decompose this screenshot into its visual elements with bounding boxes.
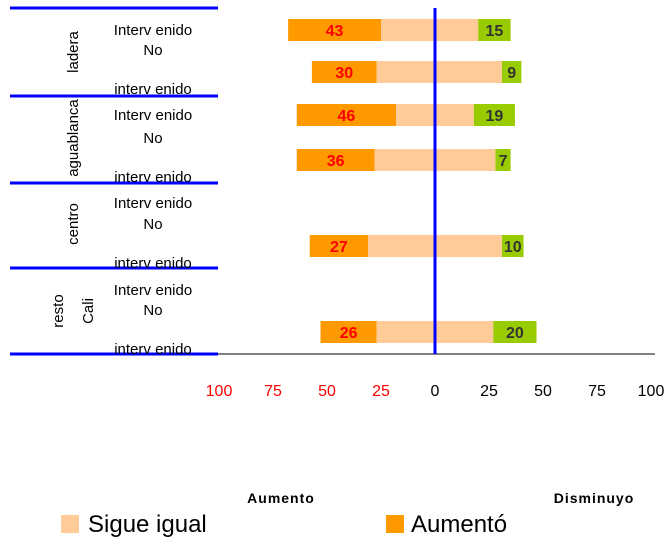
bar-disminuyo bbox=[478, 19, 511, 41]
bar-aumento bbox=[288, 19, 381, 41]
data-label-aumento: 27 bbox=[330, 239, 348, 256]
group-label: resto bbox=[50, 294, 67, 327]
x-tick-label: 0 bbox=[431, 383, 440, 400]
bar-aumento bbox=[311, 61, 377, 83]
row-label: No bbox=[143, 216, 162, 233]
data-label-aumento: 30 bbox=[335, 65, 353, 82]
side-label-aumento: Aumento bbox=[247, 490, 315, 506]
legend-swatch bbox=[386, 515, 404, 533]
row-label: interv enido bbox=[114, 341, 192, 358]
x-tick-label: 75 bbox=[264, 383, 282, 400]
x-tick-label: 75 bbox=[588, 383, 606, 400]
row-label: Interv enido bbox=[114, 107, 192, 124]
legend-label: Aumentó bbox=[411, 511, 507, 538]
data-label-disminuyo: 20 bbox=[506, 325, 524, 342]
x-tick-label: 50 bbox=[318, 383, 336, 400]
bar-sigue-igual bbox=[376, 61, 502, 83]
group-label: centro bbox=[65, 203, 82, 245]
data-label-disminuyo: 19 bbox=[486, 108, 504, 125]
bar-disminuyo bbox=[501, 61, 522, 83]
data-label-disminuyo: 7 bbox=[499, 153, 508, 170]
side-label-disminuyo: Disminuyo bbox=[554, 490, 635, 506]
data-label-aumento: 46 bbox=[338, 108, 356, 125]
x-tick-label: 100 bbox=[206, 383, 233, 400]
row-label: No bbox=[143, 42, 162, 59]
data-label-aumento: 36 bbox=[327, 153, 345, 170]
group-label: aguablanca bbox=[65, 99, 82, 177]
bar-disminuyo bbox=[495, 149, 511, 171]
x-tick-label: 25 bbox=[480, 383, 498, 400]
bar-aumento bbox=[320, 321, 377, 343]
row-label: Interv enido bbox=[114, 22, 192, 39]
row-label: No bbox=[143, 302, 162, 319]
group-label: Cali bbox=[80, 298, 97, 324]
data-label-disminuyo: 15 bbox=[486, 23, 504, 40]
data-label-disminuyo: 10 bbox=[504, 239, 522, 256]
legend-label: Sigue igual bbox=[88, 511, 207, 538]
bar-disminuyo bbox=[493, 321, 537, 343]
x-tick-label: 50 bbox=[534, 383, 552, 400]
row-label: interv enido bbox=[114, 255, 192, 272]
group-label: ladera bbox=[65, 30, 82, 72]
data-label-aumento: 43 bbox=[326, 23, 344, 40]
row-label: No bbox=[143, 130, 162, 147]
bar-aumento bbox=[296, 149, 375, 171]
data-label-aumento: 26 bbox=[340, 325, 358, 342]
row-label: Interv enido bbox=[114, 282, 192, 299]
x-tick-label: 100 bbox=[638, 383, 665, 400]
bar-disminuyo bbox=[501, 235, 524, 257]
x-tick-label: 25 bbox=[372, 383, 390, 400]
row-label: Interv enido bbox=[114, 195, 192, 212]
legend-swatch bbox=[61, 515, 79, 533]
row-label: interv enido bbox=[114, 81, 192, 98]
row-label: interv enido bbox=[114, 169, 192, 186]
bar-aumento bbox=[296, 104, 397, 126]
bar-disminuyo bbox=[473, 104, 515, 126]
bar-sigue-igual bbox=[381, 19, 479, 41]
data-label-disminuyo: 9 bbox=[507, 65, 516, 82]
bar-aumento bbox=[309, 235, 369, 257]
